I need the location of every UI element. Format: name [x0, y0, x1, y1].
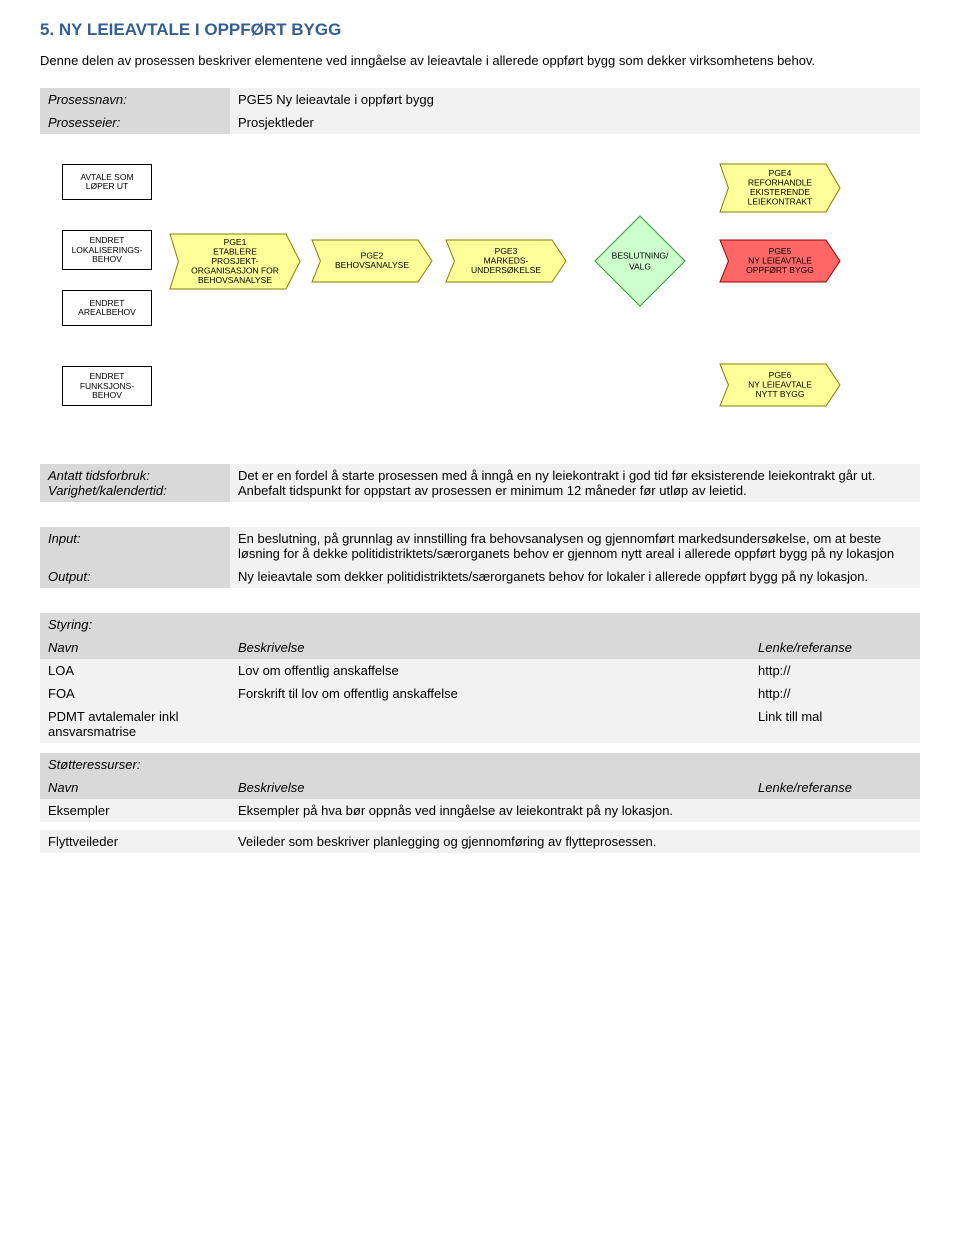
table-cell: Eksempler på hva bør oppnås ved inngåels… [230, 799, 750, 826]
svg-text:NY LEIEAVTALE: NY LEIEAVTALE [748, 255, 812, 265]
table-cell: LOA [40, 659, 230, 682]
flowchart-input-box: ENDRET LOKALISERINGS-BEHOV [62, 230, 152, 270]
prosesseier-label: Prosesseier: [40, 111, 230, 134]
process-info-table: Prosessnavn: PGE5 Ny leieavtale i oppfør… [40, 88, 920, 134]
styring-hdr-navn: Navn [40, 636, 230, 659]
input-label: Input: [40, 527, 230, 565]
svg-text:BEHOVSANALYSE: BEHOVSANALYSE [198, 275, 272, 285]
svg-text:PGE1: PGE1 [224, 237, 247, 247]
svg-text:NYTT BYGG: NYTT BYGG [756, 389, 805, 399]
antatt-label1: Antatt tidsforbruk: [48, 468, 222, 483]
flowchart-input-box: ENDRET AREALBEHOV [62, 290, 152, 326]
antatt-value: Det er en fordel å starte prosessen med … [230, 464, 920, 502]
section-intro: Denne delen av prosessen beskriver eleme… [40, 52, 920, 70]
prosessnavn-label: Prosessnavn: [40, 88, 230, 111]
svg-text:PROSJEKT-: PROSJEKT- [211, 256, 258, 266]
svg-text:BEHOVSANALYSE: BEHOVSANALYSE [335, 260, 409, 270]
svg-text:ETABLERE: ETABLERE [213, 246, 257, 256]
table-cell [750, 826, 920, 853]
table-cell: http:// [750, 682, 920, 705]
svg-text:REFORHANDLE: REFORHANDLE [748, 178, 813, 188]
output-label: Output: [40, 565, 230, 588]
table-cell: Flyttveileder [40, 826, 230, 853]
svg-text:PGE2: PGE2 [361, 251, 384, 261]
flowchart-svg: PGE1ETABLEREPROSJEKT-ORGANISASJON FORBEH… [40, 144, 920, 444]
flowchart-input-box: AVTALE SOM LØPER UT [62, 164, 152, 200]
flowchart-input-box: ENDRET FUNKSJONS-BEHOV [62, 366, 152, 406]
table-cell: Eksempler [40, 799, 230, 826]
prosesseier-value: Prosjektleder [230, 111, 920, 134]
svg-text:PGE4: PGE4 [769, 168, 792, 178]
svg-text:EKISTERENDE: EKISTERENDE [750, 187, 810, 197]
stotte-hdr-navn: Navn [40, 776, 230, 799]
table-cell: PDMT avtalemaler inkl ansvarsmatrise [40, 705, 230, 743]
prosessnavn-value: PGE5 Ny leieavtale i oppført bygg [230, 88, 920, 111]
svg-text:LEIEKONTRAKT: LEIEKONTRAKT [748, 197, 813, 207]
stotte-hdr-beskrivelse: Beskrivelse [230, 776, 750, 799]
stotte-table: Støtteressurser: Navn Beskrivelse Lenke/… [40, 753, 920, 853]
table-cell: Link till mal [750, 705, 920, 743]
svg-text:BESLUTNING/: BESLUTNING/ [612, 250, 669, 260]
table-cell: http:// [750, 659, 920, 682]
input-output-table: Input: En beslutning, på grunnlag av inn… [40, 527, 920, 588]
section-heading: 5. NY LEIEAVTALE I OPPFØRT BYGG [40, 20, 920, 40]
input-value: En beslutning, på grunnlag av innstillin… [230, 527, 920, 565]
styring-title: Styring: [40, 613, 920, 636]
styring-hdr-lenke: Lenke/referanse [750, 636, 920, 659]
svg-text:ORGANISASJON FOR: ORGANISASJON FOR [191, 265, 279, 275]
table-cell: Forskrift til lov om offentlig anskaffel… [230, 682, 750, 705]
svg-text:PGE5: PGE5 [769, 246, 792, 256]
svg-text:VALG: VALG [629, 261, 651, 271]
svg-text:UNDERSØKELSE: UNDERSØKELSE [471, 265, 541, 275]
styring-hdr-beskrivelse: Beskrivelse [230, 636, 750, 659]
antatt-table: Antatt tidsforbruk: Varighet/kalendertid… [40, 464, 920, 502]
table-cell: FOA [40, 682, 230, 705]
stotte-title: Støtteressurser: [40, 753, 920, 776]
svg-text:PGE3: PGE3 [495, 246, 518, 256]
table-cell [230, 705, 750, 743]
table-cell: Lov om offentlig anskaffelse [230, 659, 750, 682]
svg-text:NY LEIEAVTALE: NY LEIEAVTALE [748, 379, 812, 389]
output-value: Ny leieavtale som dekker politidistrikte… [230, 565, 920, 588]
svg-text:OPPFØRT BYGG: OPPFØRT BYGG [746, 265, 814, 275]
antatt-label2: Varighet/kalendertid: [48, 483, 222, 498]
svg-text:PGE6: PGE6 [769, 370, 792, 380]
table-cell [750, 799, 920, 826]
svg-text:MARKEDS-: MARKEDS- [484, 255, 529, 265]
table-cell: Veileder som beskriver planlegging og gj… [230, 826, 750, 853]
stotte-hdr-lenke: Lenke/referanse [750, 776, 920, 799]
process-flowchart: PGE1ETABLEREPROSJEKT-ORGANISASJON FORBEH… [40, 144, 920, 444]
styring-table: Styring: Navn Beskrivelse Lenke/referans… [40, 613, 920, 743]
